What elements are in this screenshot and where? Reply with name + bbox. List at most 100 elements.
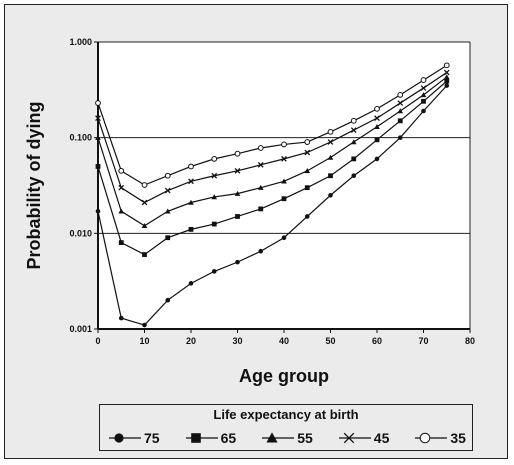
data-point [327,139,334,145]
data-point [95,134,101,140]
data-point [165,297,171,303]
data-point [118,167,125,174]
data-point [374,115,380,121]
data-point [374,105,380,112]
data-point [327,128,334,135]
legend-item-45: 45 [338,430,390,446]
data-point [397,118,403,124]
data-point [281,156,287,162]
series-35 [95,62,450,188]
data-point [351,156,357,162]
data-point [443,74,450,80]
data-point [188,281,194,286]
legend-swatch [185,433,218,443]
legend-item-65: 65 [185,430,237,446]
series-line-55 [97,76,448,227]
data-point [328,192,333,198]
legend-swatch [109,433,141,443]
data-point [118,184,125,191]
y-tick-label: 0.001 [69,324,92,334]
x-tick-label: 60 [372,336,382,346]
data-point [304,168,311,174]
legend-swatch [415,432,448,444]
series-65 [95,78,450,257]
series-45 [95,69,450,206]
x-tick-label: 20 [186,336,196,346]
data-point [211,155,218,162]
data-point [420,92,427,98]
data-point [350,139,357,145]
x-tick-label: 70 [418,336,428,346]
data-point [397,91,404,98]
data-point [234,150,241,157]
data-point [142,322,147,328]
data-point [281,178,287,184]
data-point [211,269,217,274]
y-tick-label: 0.010 [69,228,92,238]
data-point [141,199,148,206]
legend: Life expectancy at birth 75 65 55 45 35 [99,404,473,451]
data-point [95,208,101,214]
data-point [374,123,380,130]
data-point [188,178,194,185]
data-point [443,62,450,69]
data-point [141,222,148,228]
legend-marker-filled-square [190,433,201,443]
data-point [443,69,450,76]
legend-item-55: 55 [261,430,313,446]
data-point [327,154,334,160]
x-tick-label: 50 [325,336,335,346]
data-point [421,98,426,104]
gridlines [98,137,470,234]
data-point [304,185,310,191]
data-point [188,199,194,205]
plot-area [98,42,470,329]
data-point [258,248,264,254]
series-line-35 [97,64,448,186]
data-point [444,78,450,84]
data-point [211,172,218,179]
data-point [304,139,311,145]
series-line-65 [97,80,448,256]
legend-marker-x-cross [343,432,355,444]
legend-label: 65 [220,430,237,446]
legend-swatch [338,432,371,444]
data-point [234,190,241,196]
legend-label: 55 [297,430,313,446]
legend-items: 75 65 55 45 35 [108,429,466,447]
data-point [164,172,171,179]
data-point [397,108,404,114]
legend-marker-filled-circle [114,433,124,443]
legend-marker-filled-triangle [266,432,278,443]
data-point [281,196,287,202]
data-point [397,135,403,140]
legend-label: 45 [373,430,390,446]
data-point [304,149,311,156]
data-point [118,208,125,214]
x-axis-title: Age group [239,366,329,386]
x-tick-label: 30 [232,336,242,346]
data-point [281,141,287,148]
data-point [95,115,101,121]
data-point [420,77,427,83]
legend-title: Life expectancy at birth [213,407,359,422]
data-point [164,208,171,214]
legend-swatch [262,432,295,443]
series-group [95,62,450,328]
data-point [235,214,240,219]
data-point [351,173,357,179]
series-line-75 [97,85,448,326]
x-tick-label: 40 [279,336,289,346]
series-75 [95,83,450,328]
data-point [420,85,427,91]
legend-item-35: 35 [414,430,466,446]
data-point [350,127,357,133]
data-point [118,315,124,321]
data-point [257,161,264,168]
data-point [304,214,310,219]
data-point [350,117,357,124]
data-point [444,83,450,88]
x-tick-label: 80 [465,336,475,346]
y-tick-label: 0.100 [69,133,92,143]
data-point [235,259,240,265]
